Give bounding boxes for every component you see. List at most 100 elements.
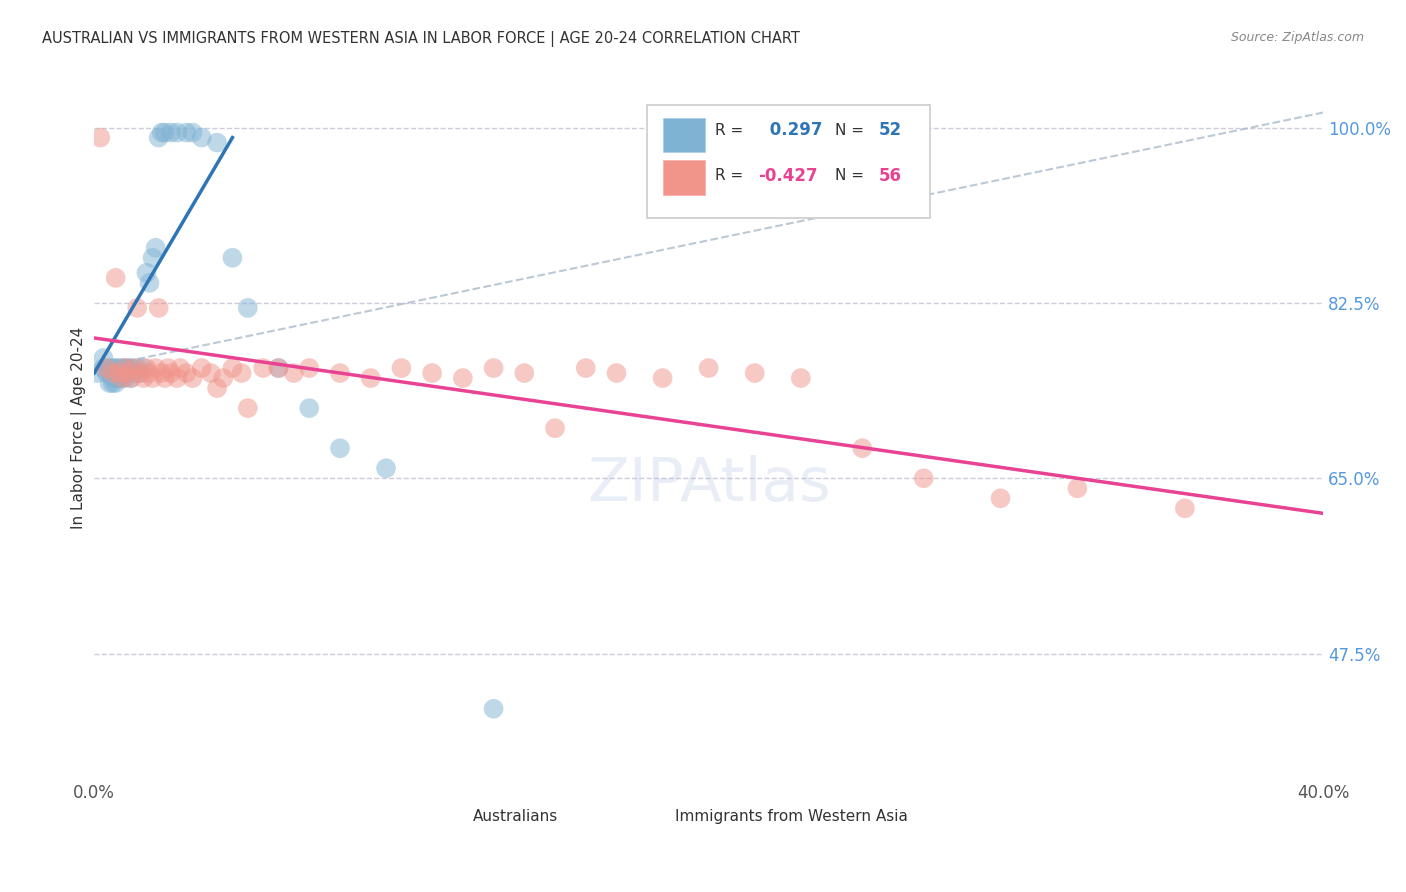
Point xyxy=(160,366,183,380)
Point xyxy=(236,401,259,416)
Point xyxy=(138,276,160,290)
Point xyxy=(107,366,129,380)
Point xyxy=(236,301,259,315)
Point xyxy=(160,126,183,140)
Point xyxy=(205,381,228,395)
Point xyxy=(169,361,191,376)
Point xyxy=(132,361,155,376)
Point xyxy=(101,366,124,380)
Text: N =: N = xyxy=(835,169,865,183)
Text: 0.297: 0.297 xyxy=(763,121,823,139)
Point xyxy=(744,366,766,380)
Point xyxy=(111,361,134,376)
FancyBboxPatch shape xyxy=(423,805,465,828)
Point xyxy=(375,461,398,475)
Point xyxy=(101,376,124,390)
Point xyxy=(150,126,173,140)
Point xyxy=(252,361,274,376)
Point xyxy=(89,130,111,145)
Point xyxy=(166,371,188,385)
Point xyxy=(111,371,134,385)
FancyBboxPatch shape xyxy=(626,805,668,828)
Point xyxy=(329,441,352,455)
Point xyxy=(267,361,290,376)
Point xyxy=(1174,501,1197,516)
Point xyxy=(145,241,167,255)
Point xyxy=(107,366,129,380)
Point xyxy=(153,126,176,140)
Point xyxy=(145,361,167,376)
Point xyxy=(111,366,134,380)
Point xyxy=(98,376,121,390)
Point xyxy=(98,366,121,380)
Point xyxy=(283,366,305,380)
Point xyxy=(790,371,813,385)
Point xyxy=(221,251,243,265)
Point xyxy=(129,366,152,380)
Point xyxy=(544,421,567,435)
Point xyxy=(96,361,118,376)
Point xyxy=(114,361,136,376)
Point xyxy=(513,366,536,380)
Text: 52: 52 xyxy=(879,121,901,139)
Point xyxy=(200,366,222,380)
Point xyxy=(221,361,243,376)
Point xyxy=(127,301,149,315)
Point xyxy=(482,702,505,716)
Point xyxy=(190,130,212,145)
Point xyxy=(697,361,720,376)
Point xyxy=(482,361,505,376)
Point xyxy=(135,361,157,376)
Point xyxy=(912,471,935,485)
Point xyxy=(98,361,121,376)
Point xyxy=(148,130,170,145)
Text: -0.427: -0.427 xyxy=(758,167,817,185)
Point xyxy=(122,361,145,376)
Text: Immigrants from Western Asia: Immigrants from Western Asia xyxy=(675,809,908,824)
Point xyxy=(114,366,136,380)
Point xyxy=(420,366,443,380)
Point xyxy=(153,371,176,385)
Point xyxy=(107,371,129,385)
Point xyxy=(101,361,124,376)
Point xyxy=(117,366,139,380)
Point xyxy=(851,441,873,455)
Point xyxy=(104,361,127,376)
Text: Source: ZipAtlas.com: Source: ZipAtlas.com xyxy=(1230,31,1364,45)
Point xyxy=(101,366,124,380)
Point xyxy=(114,371,136,385)
Point xyxy=(117,361,139,376)
FancyBboxPatch shape xyxy=(647,105,929,218)
Point xyxy=(104,371,127,385)
Point xyxy=(148,301,170,315)
Point xyxy=(114,361,136,376)
Point xyxy=(298,401,321,416)
Point xyxy=(451,371,474,385)
Point xyxy=(181,371,204,385)
FancyBboxPatch shape xyxy=(664,118,704,153)
Point xyxy=(176,366,198,380)
Point xyxy=(93,361,115,376)
Point xyxy=(129,366,152,380)
Point xyxy=(111,371,134,385)
Point xyxy=(360,371,382,385)
Point xyxy=(150,366,173,380)
Point xyxy=(1066,481,1088,495)
Point xyxy=(138,366,160,380)
Point xyxy=(176,126,198,140)
Point xyxy=(135,266,157,280)
Point xyxy=(990,491,1012,506)
Point xyxy=(127,361,149,376)
Point xyxy=(329,366,352,380)
Point xyxy=(101,371,124,385)
Point xyxy=(298,361,321,376)
Point xyxy=(86,366,108,380)
Point xyxy=(166,126,188,140)
Point xyxy=(205,136,228,150)
Point xyxy=(142,251,165,265)
Point xyxy=(391,361,413,376)
Text: 56: 56 xyxy=(879,167,901,185)
Point xyxy=(651,371,673,385)
Text: N =: N = xyxy=(835,122,865,137)
Text: AUSTRALIAN VS IMMIGRANTS FROM WESTERN ASIA IN LABOR FORCE | AGE 20-24 CORRELATIO: AUSTRALIAN VS IMMIGRANTS FROM WESTERN AS… xyxy=(42,31,800,47)
